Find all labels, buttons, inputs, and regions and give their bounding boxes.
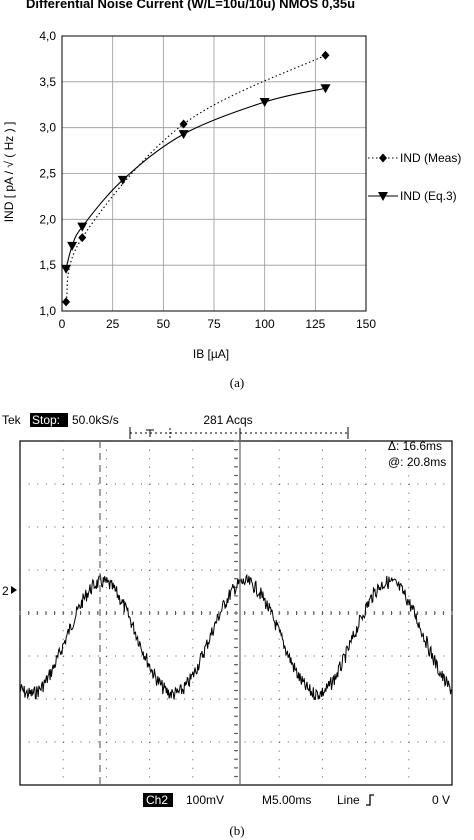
trigger-level: 0 V [432, 793, 450, 807]
trigger-source: Line [337, 793, 360, 807]
data-point-eq [178, 130, 189, 140]
waveform-trace [19, 573, 452, 701]
series-line-meas [65, 54, 326, 302]
caption-a: (a) [229, 375, 245, 390]
data-point-meas [78, 233, 87, 243]
x-tick-label: 150 [356, 317, 376, 331]
time-cursors [99, 441, 241, 785]
y-tick-label: 1,5 [39, 258, 56, 272]
data-point-eq [320, 84, 331, 94]
data-point-eq [77, 222, 88, 232]
legend: IND (Meas) IND (Eq.3) [368, 151, 461, 203]
caption-b: (b) [229, 823, 245, 838]
data-point-eq [61, 264, 72, 274]
data-point-meas [179, 119, 188, 129]
y-tick-label: 2,5 [39, 167, 56, 181]
data-point-eq [117, 175, 128, 185]
record-indicator [129, 427, 349, 440]
data-point-eq [67, 241, 78, 251]
chart-a-plot: 0 25 50 75 100 125 150 1,0 1,5 2,0 2,5 3,0 3,5 4,0 IN… [2, 29, 461, 361]
plot-frame [61, 35, 367, 312]
cursor-delta: Δ: 16.6ms [388, 439, 442, 453]
y-tick-label: 2,0 [39, 212, 56, 226]
chart-title: Differential Noise Current (W/L=10u/10u)… [26, 0, 356, 11]
volts-per-div: 100mV [186, 793, 224, 807]
x-tick-label: 0 [59, 317, 66, 331]
series-line-eq [65, 87, 326, 269]
cursor-position: @: 20.8ms [388, 455, 446, 469]
x-tick-label: 25 [106, 317, 120, 331]
x-tick-label: 50 [157, 317, 171, 331]
channel-badge-bg [143, 793, 173, 807]
y-tick-label: 1,0 [39, 304, 56, 318]
x-axis-label: IB [µA] [193, 347, 229, 361]
data-point-eq [259, 98, 270, 107]
y-tick-label: 3,0 [39, 121, 56, 135]
legend-marker-eq [378, 192, 388, 201]
legend-label-meas: IND (Meas) [400, 151, 461, 165]
stop-badge-bg [30, 413, 68, 427]
rising-edge-icon [366, 794, 374, 806]
y-tick-label: 3,5 [39, 75, 56, 89]
scope-brand: Tek [2, 413, 22, 427]
scope-state: Stop: [32, 413, 60, 427]
time-per-div: M5.00ms [262, 793, 311, 807]
scope-graticule [19, 440, 453, 786]
legend-marker-meas [379, 153, 387, 163]
x-tick-label: 75 [207, 317, 221, 331]
channel-ground-marker: 2 [2, 584, 9, 598]
y-axis-label: IND [ pA / √ ( Hz ) ] [2, 122, 16, 223]
data-point-meas [62, 297, 71, 307]
x-tick-label: 100 [255, 317, 275, 331]
x-tick-label: 125 [305, 317, 325, 331]
channel-arrow-icon [11, 586, 17, 594]
y-tick-label: 4,0 [39, 29, 56, 43]
oscilloscope-screen: Tek Stop: 50.0kS/s 281 Acqs Δ: 16.6ms @:… [2, 413, 453, 807]
data-point-meas [321, 50, 330, 60]
legend-label-eq: IND (Eq.3) [400, 189, 457, 203]
tick-labels: 0 25 50 75 100 125 150 1,0 1,5 2,0 2,5 3,0 3,5 4,0 [39, 29, 376, 331]
acquisition-count: 281 Acqs [203, 413, 252, 427]
sample-rate: 50.0kS/s [72, 413, 119, 427]
footer-channel: Ch2 [146, 793, 168, 807]
plot-grid [61, 35, 367, 312]
series-group [61, 50, 331, 307]
